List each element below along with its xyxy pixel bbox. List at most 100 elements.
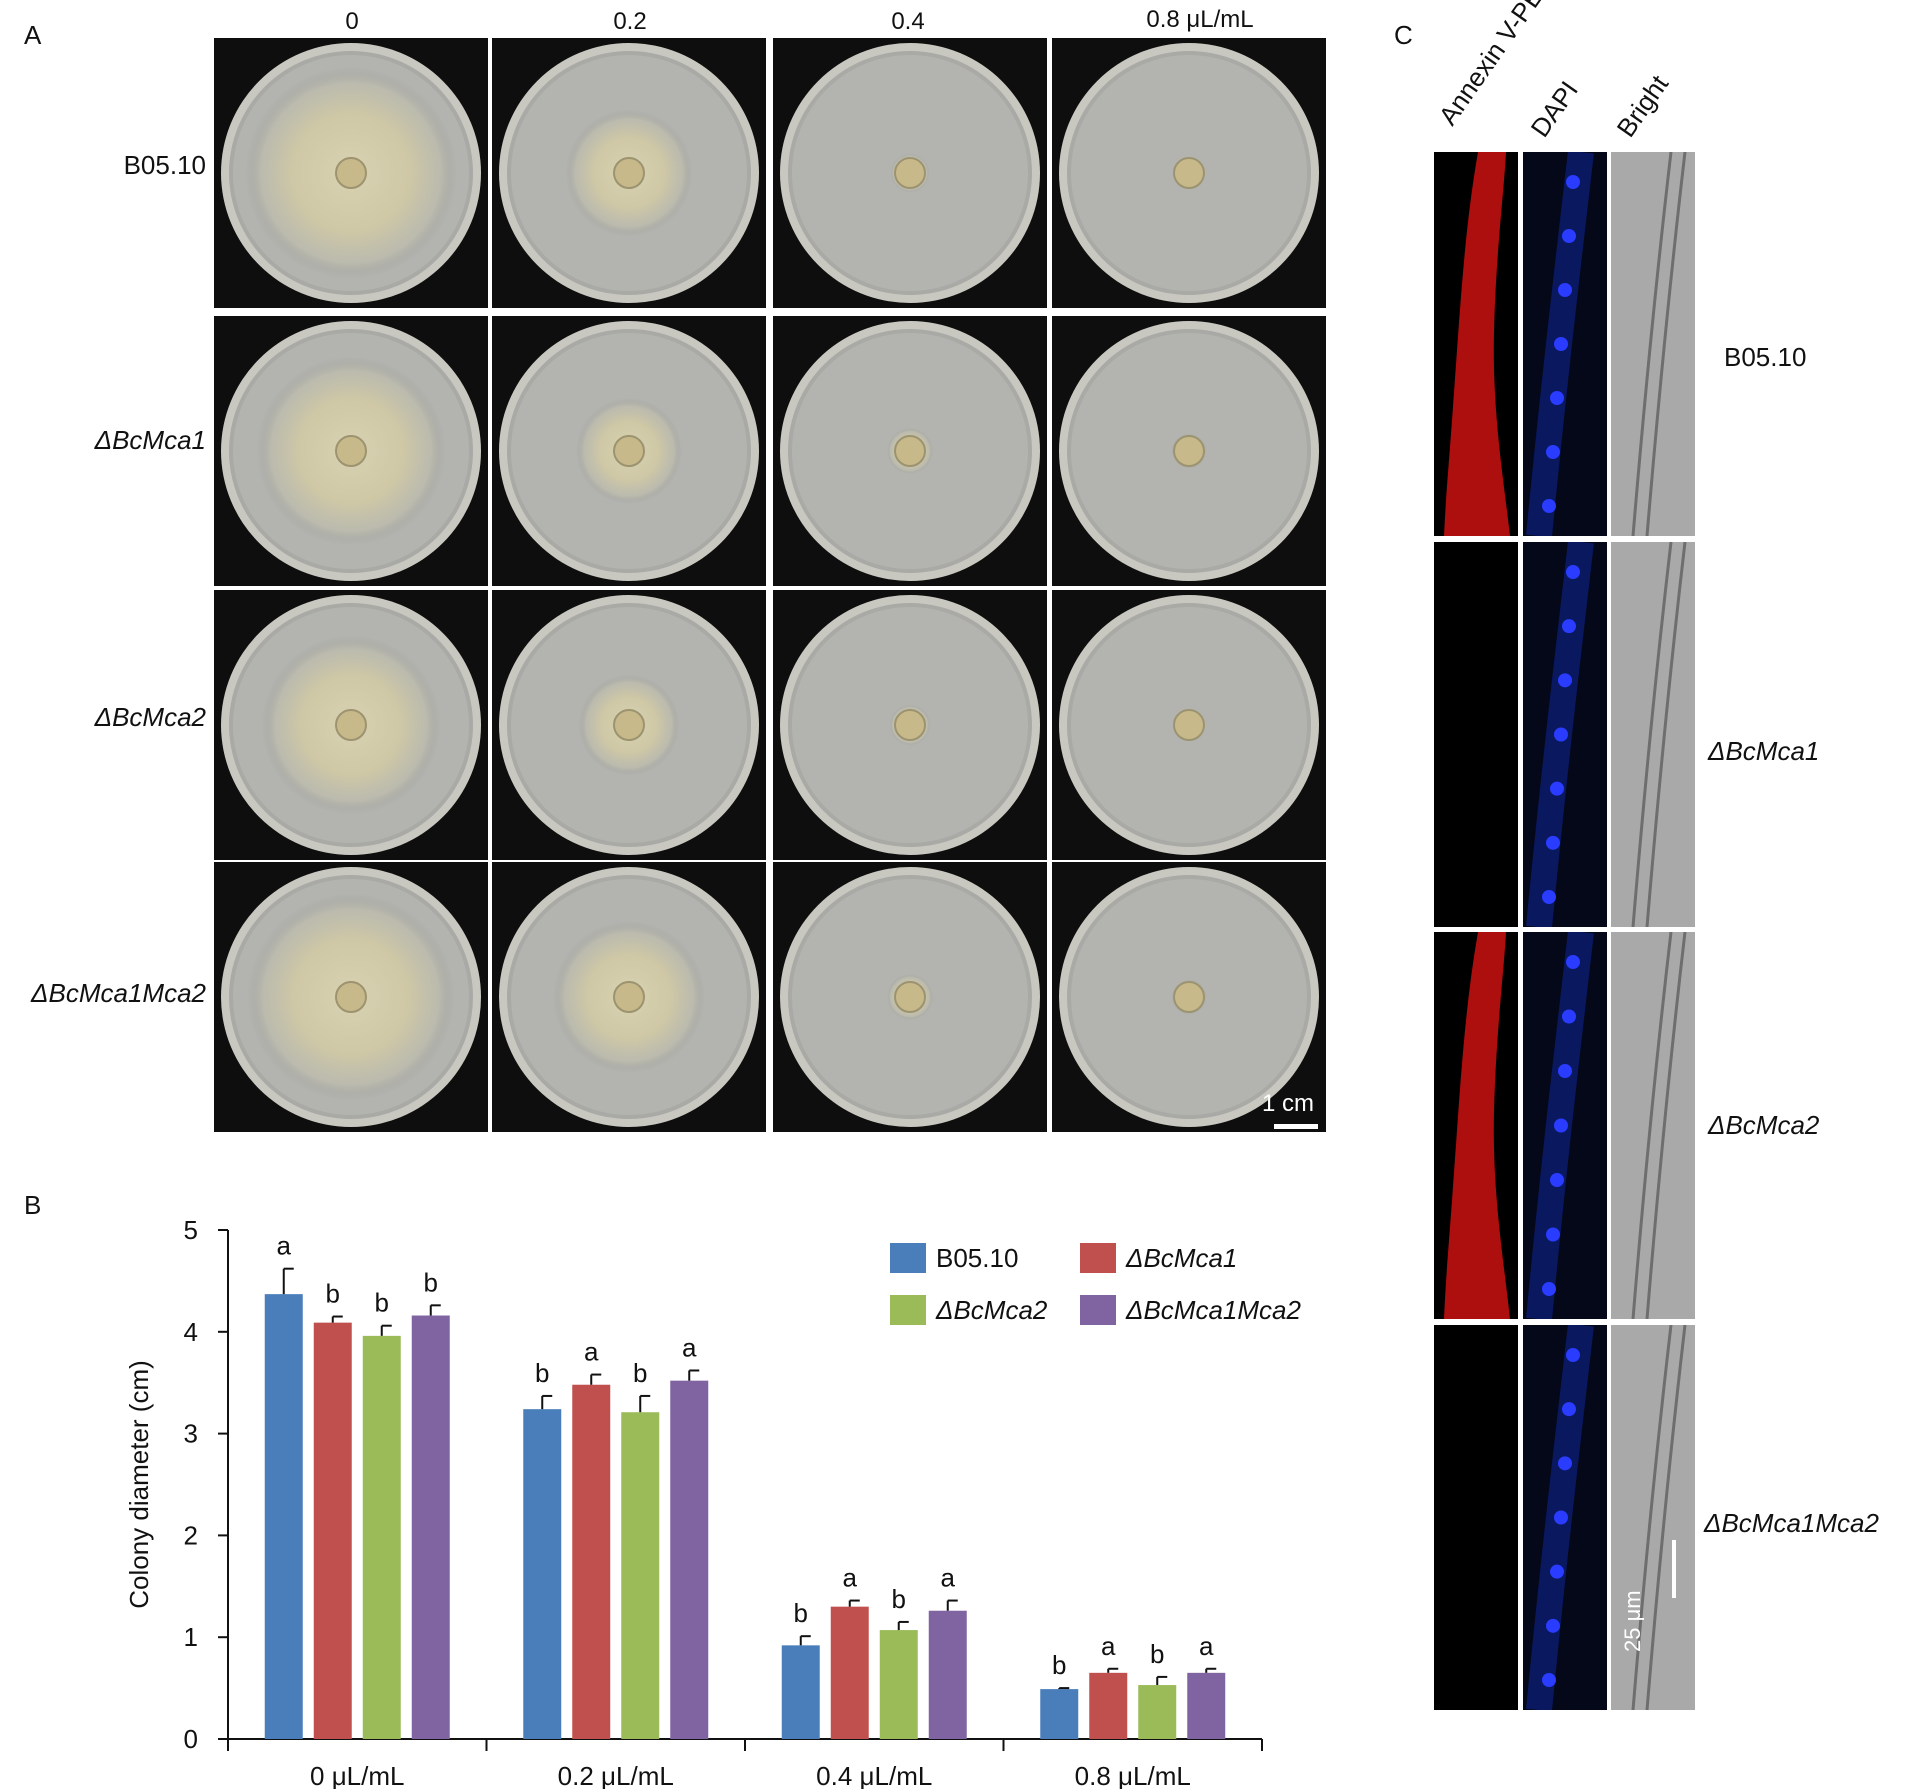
y-tick-label: 3 [184,1419,198,1449]
legend-label: ΔBcMca2 [935,1295,1048,1325]
panel-b-label: B [24,1190,42,1220]
x-tick-label: 0 μL/mL [310,1761,404,1789]
legend-label: B05.10 [936,1243,1018,1273]
petri-dish [773,590,1047,860]
petri-dish [492,590,766,860]
significance-letter: b [794,1598,808,1628]
strain-label: B05.10 [123,150,206,180]
petri-dish [492,38,766,308]
x-tick-label: 0.8 μL/mL [1075,1761,1191,1789]
dapi-image [1523,152,1607,536]
bar [621,1412,660,1739]
legend-swatch [1080,1295,1116,1325]
bar [830,1606,869,1739]
legend-swatch [890,1243,926,1273]
bar [781,1645,820,1739]
petri-dish [773,316,1047,586]
significance-letter: b [326,1279,340,1309]
strain-label: B05.10 [1724,342,1807,372]
brightfield-image [1611,932,1695,1319]
y-tick-label: 2 [184,1520,198,1550]
dapi-image [1523,932,1607,1319]
legend-swatch [890,1295,926,1325]
brightfield-image [1611,1325,1695,1710]
legend-label: ΔBcMca1 [1125,1243,1237,1273]
y-tick-label: 0 [184,1724,198,1754]
bar [523,1409,562,1739]
significance-letter: b [424,1267,438,1297]
petri-dish [1052,590,1326,860]
channel-label-bright: Bright [1610,69,1675,143]
bar [264,1294,303,1739]
bar [1089,1672,1128,1739]
significance-letter: b [892,1584,906,1614]
y-axis-label: Colony diameter (cm) [124,1360,154,1609]
significance-letter: b [1150,1639,1164,1669]
conc-header: 0.4 [891,8,925,35]
strain-label: ΔBcMca2 [1708,1110,1820,1140]
dapi-image [1523,542,1607,927]
petri-dish [773,862,1047,1132]
significance-letter: a [1199,1631,1214,1661]
significance-letter: a [843,1563,858,1593]
panel-a-label: A [24,20,42,50]
micro-scale-bar [1672,1540,1676,1598]
x-tick-label: 0.4 μL/mL [816,1761,932,1789]
legend-label: ΔBcMca1Mca2 [1125,1295,1301,1325]
significance-letter: a [941,1563,956,1593]
scale-bar [1274,1124,1318,1129]
petri-dish [1052,316,1326,586]
y-tick-label: 5 [184,1215,198,1245]
conc-header: 0.2 [613,8,647,35]
channel-label-annexin: Annexin V-PE [1432,0,1550,131]
significance-letter: b [633,1358,647,1388]
dapi-image [1523,1325,1607,1710]
strain-label: ΔBcMca1 [1708,736,1820,766]
annexin-image [1434,152,1518,536]
significance-letter: b [1052,1650,1066,1680]
strain-label: ΔBcMca1 [94,425,206,455]
petri-dish [214,590,488,860]
petri-dish [773,38,1047,308]
x-tick-label: 0.2 μL/mL [558,1761,674,1789]
conc-header: 0.8 μL/mL [1146,6,1254,33]
annexin-image [1434,1325,1518,1710]
significance-letter: b [375,1288,389,1318]
bar [313,1322,352,1739]
petri-dish [1052,862,1326,1132]
brightfield-image [1611,542,1695,927]
significance-letter: a [277,1231,292,1261]
micro-scale-bar-label: 25 μm [1620,1590,1645,1652]
petri-dish [1052,38,1326,308]
bar [411,1315,450,1739]
petri-dish [492,316,766,586]
bar [670,1380,709,1739]
panel-c-label: C [1394,20,1413,50]
bar [928,1610,967,1739]
y-tick-label: 4 [184,1317,198,1347]
petri-dish [214,316,488,586]
channel-label-dapi: DAPI [1524,75,1584,143]
significance-letter: a [682,1332,697,1362]
strain-label: ΔBcMca1Mca2 [31,978,206,1008]
legend-swatch [1080,1243,1116,1273]
significance-letter: a [584,1337,599,1367]
petri-dish [214,38,488,308]
significance-letter: a [1101,1631,1116,1661]
annexin-image [1434,932,1518,1319]
strain-label: ΔBcMca2 [94,702,206,732]
conc-header: 0 [345,8,359,35]
significance-letter: b [535,1358,549,1388]
bar [1138,1685,1177,1739]
colony-diameter-chart: 0 1 2 3 4 5 Colony diameter (cm) 0 μL/mL 0.2 μL/… [124,1215,1301,1789]
scale-bar-label: 1 cm [1262,1090,1315,1117]
annexin-image [1434,542,1518,927]
y-tick-label: 1 [184,1622,198,1652]
bar [1040,1689,1079,1739]
bar [362,1335,401,1739]
bar [1187,1672,1226,1739]
petri-dish [492,862,766,1132]
brightfield-image [1611,152,1695,536]
petri-dish [214,862,488,1132]
strain-label: ΔBcMca1Mca2 [1704,1508,1879,1538]
